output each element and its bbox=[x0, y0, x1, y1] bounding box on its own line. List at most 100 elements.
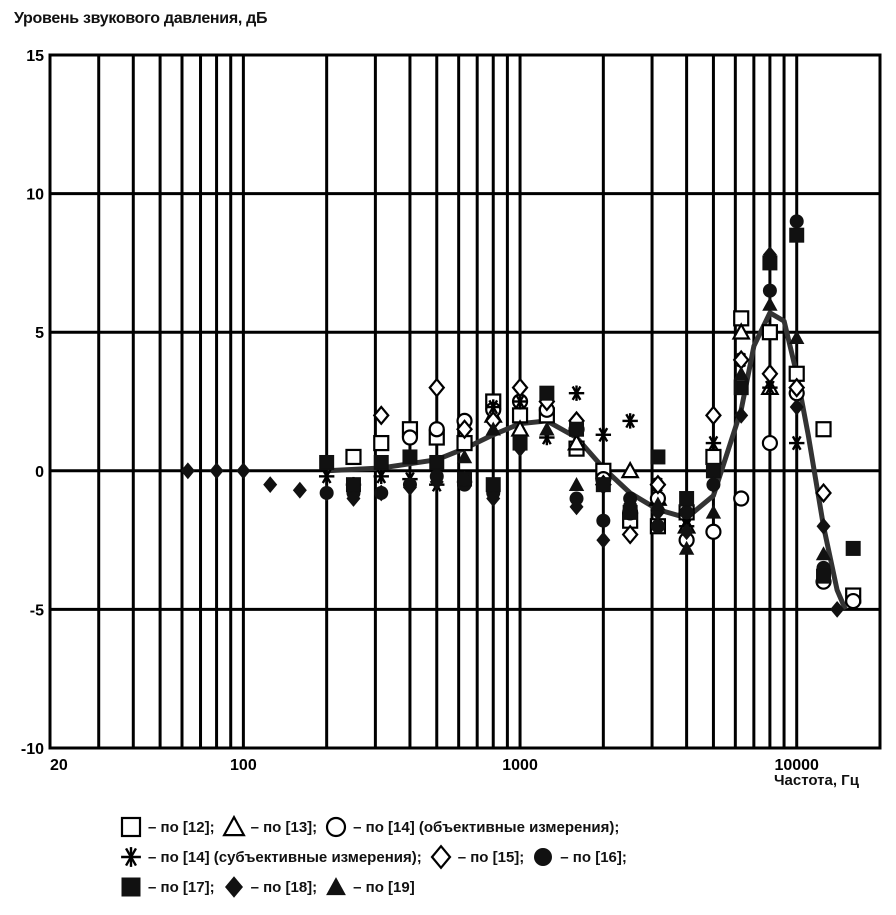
legend-symbol bbox=[224, 876, 243, 898]
series-diamond-filled bbox=[180, 246, 845, 618]
data-point bbox=[209, 462, 224, 480]
data-point bbox=[372, 405, 390, 426]
legend-label: – по [17]; bbox=[148, 878, 215, 896]
triangle-open-icon bbox=[221, 814, 246, 837]
x-tick-label: 20 bbox=[50, 757, 68, 774]
data-point bbox=[731, 322, 751, 340]
legend: – по [12]; – по [13]; – по [14] (объекти… bbox=[118, 812, 878, 902]
trend-curve bbox=[326, 310, 848, 611]
data-point bbox=[457, 470, 472, 488]
data-point bbox=[621, 524, 639, 545]
chart-marks bbox=[180, 214, 862, 618]
y-tick-label: -10 bbox=[21, 741, 44, 758]
data-point bbox=[595, 477, 611, 493]
data-point bbox=[705, 504, 722, 519]
legend-label: – по [14] (субъективные измерения); bbox=[148, 848, 422, 866]
data-point bbox=[705, 463, 721, 479]
data-point bbox=[346, 490, 361, 507]
data-point bbox=[679, 491, 695, 507]
data-point bbox=[762, 283, 777, 298]
y-tick-label: -5 bbox=[30, 602, 44, 619]
legend-label: – по [14] (объективные измерения); bbox=[353, 818, 620, 836]
data-point bbox=[318, 468, 335, 485]
data-point bbox=[650, 496, 666, 511]
data-point bbox=[373, 454, 389, 470]
data-point bbox=[428, 377, 446, 398]
data-point bbox=[816, 517, 831, 535]
x-tick-label: 100 bbox=[230, 757, 257, 774]
data-point bbox=[402, 449, 418, 465]
legend-label: – по [16]; bbox=[560, 848, 627, 866]
legend-symbol bbox=[120, 816, 142, 838]
data-point bbox=[429, 473, 444, 491]
data-point bbox=[622, 413, 638, 429]
legend-item: – по [16]; bbox=[530, 844, 627, 870]
data-point bbox=[596, 531, 611, 549]
data-point bbox=[511, 377, 529, 398]
chart: 15 10 5 0 -5 -10 20 100 1000 10000 bbox=[21, 48, 882, 774]
data-point bbox=[734, 406, 749, 424]
data-point bbox=[789, 398, 804, 416]
legend-row: – по [14] (субъективные измерения); – по… bbox=[118, 842, 878, 872]
data-point bbox=[705, 523, 722, 540]
legend-item: – по [18]; bbox=[221, 874, 317, 900]
series-triangle-filled bbox=[456, 296, 832, 561]
legend-row: – по [17]; – по [18]; – по [19] bbox=[118, 872, 878, 902]
circle-open-icon bbox=[326, 816, 347, 838]
legend-item: – по [15]; bbox=[428, 844, 524, 870]
data-point bbox=[789, 330, 805, 345]
data-point bbox=[539, 421, 555, 436]
data-point bbox=[568, 476, 585, 491]
legend-label: – по [12]; bbox=[148, 818, 215, 836]
series-square-open bbox=[345, 310, 862, 604]
data-point bbox=[345, 477, 361, 493]
data-point bbox=[788, 377, 806, 398]
chart-tick-labels: 15 10 5 0 -5 -10 20 100 1000 10000 bbox=[21, 48, 819, 774]
data-point bbox=[428, 421, 445, 438]
data-point bbox=[761, 434, 779, 452]
data-point bbox=[815, 421, 832, 438]
legend-item: – по [12]; bbox=[118, 814, 215, 840]
data-point bbox=[485, 477, 501, 493]
x-axis-title: Частота, Гц bbox=[774, 772, 859, 789]
legend-symbol bbox=[534, 848, 553, 866]
data-point bbox=[595, 427, 612, 443]
y-tick-label: 0 bbox=[35, 464, 44, 481]
x-tick-label: 1000 bbox=[502, 757, 538, 774]
data-point bbox=[761, 324, 779, 341]
data-point bbox=[679, 523, 694, 541]
data-point bbox=[705, 435, 722, 451]
legend-item: – по [19] bbox=[323, 874, 415, 900]
data-point bbox=[733, 490, 750, 507]
data-point bbox=[402, 479, 417, 496]
data-point bbox=[373, 468, 389, 485]
data-point bbox=[596, 513, 611, 528]
legend-symbol bbox=[326, 877, 347, 896]
legend-item: – по [13]; bbox=[221, 814, 317, 840]
data-point bbox=[650, 519, 665, 534]
data-point bbox=[845, 592, 862, 610]
data-point bbox=[762, 246, 777, 263]
data-point bbox=[845, 540, 861, 556]
data-point bbox=[263, 476, 278, 494]
y-tick-label: 5 bbox=[35, 325, 44, 342]
y-tick-label: 15 bbox=[26, 48, 44, 65]
data-point bbox=[485, 421, 501, 436]
data-point bbox=[733, 366, 749, 381]
legend-item: – по [14] (субъективные измерения); bbox=[118, 844, 422, 870]
data-point bbox=[456, 449, 473, 464]
data-point bbox=[649, 474, 667, 495]
data-point bbox=[319, 484, 334, 502]
legend-symbol bbox=[326, 816, 347, 838]
x-tick-label: 10000 bbox=[774, 757, 819, 774]
legend-symbol bbox=[221, 814, 246, 837]
data-point bbox=[620, 460, 640, 479]
square-open-icon bbox=[120, 816, 142, 838]
asterisk-icon bbox=[121, 847, 141, 867]
data-point bbox=[705, 448, 722, 466]
data-point bbox=[789, 435, 805, 451]
diamond-open-icon bbox=[430, 844, 452, 870]
square-filled-icon bbox=[121, 877, 141, 897]
trend-curve-group bbox=[326, 310, 848, 611]
data-point bbox=[236, 462, 251, 480]
